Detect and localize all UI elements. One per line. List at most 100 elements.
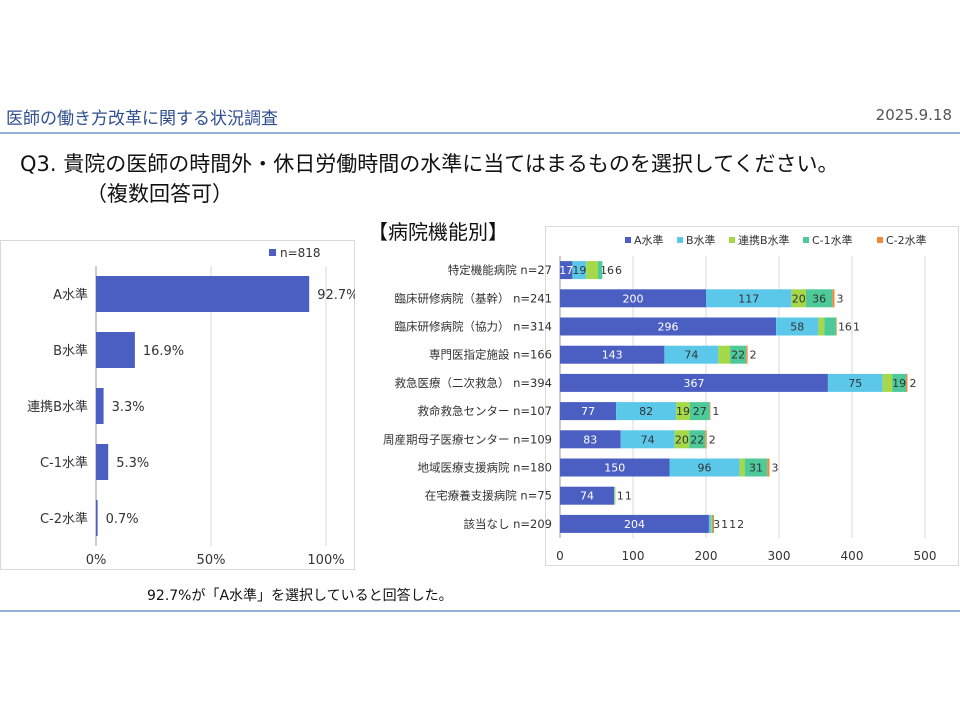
legend-swatch	[803, 237, 809, 243]
report-date: 2025.9.18	[875, 106, 952, 124]
stacked-segment	[712, 514, 715, 533]
segment-label: 58	[790, 321, 804, 334]
x-tick-label: 100	[622, 549, 645, 563]
category-label: B水準	[53, 343, 88, 359]
segment-label: 19	[892, 377, 906, 390]
data-label: 5.3%	[116, 456, 149, 471]
stacked-segment	[560, 402, 617, 421]
segment-label: 96	[698, 462, 712, 475]
segment-label: 1	[625, 490, 632, 503]
stacked-segment	[708, 514, 712, 533]
category-label: 周産期母子医療センター n=109	[383, 432, 552, 446]
segment-label: 19	[572, 264, 586, 277]
category-label: 臨床研修病院（基幹） n=241	[394, 291, 552, 305]
stacked-segment	[739, 458, 745, 477]
segment-label: 77	[581, 405, 595, 418]
segment-label: 150	[604, 462, 625, 475]
legend-swatch	[877, 237, 883, 243]
segment-label: 20	[792, 292, 806, 305]
stacked-segment	[560, 458, 670, 477]
stacked-segment	[827, 373, 883, 392]
x-tick-label: 200	[695, 549, 718, 563]
stacked-segment	[718, 345, 731, 364]
legend-label: A水準	[634, 233, 664, 247]
segment-label: 1	[617, 490, 624, 503]
data-label: 3.3%	[112, 400, 145, 415]
stacked-segment	[560, 261, 573, 280]
stacked-segment	[614, 486, 616, 505]
segment-label: 296	[658, 321, 679, 334]
legend-swatch	[625, 237, 631, 243]
segment-label: 22	[731, 349, 745, 362]
segment-label: 2	[709, 433, 716, 446]
stacked-segment	[560, 373, 828, 392]
data-label: 16.9%	[143, 344, 184, 359]
stacked-segment	[791, 289, 807, 308]
segment-label: 17	[559, 264, 573, 277]
segment-label: 74	[580, 490, 594, 503]
stacked-segment	[614, 486, 615, 505]
stacked-segment	[560, 430, 621, 449]
segment-label: 204	[624, 518, 645, 531]
stacked-segment	[560, 345, 665, 364]
category-label: 該当なし n=209	[463, 517, 552, 531]
stacked-bar-chart: A水準 B水準 連携B水準 C-1水準 C-2水準 0 100 200 300 400 500 特定機…	[383, 226, 959, 566]
segment-label: 16	[838, 321, 852, 334]
legend-label: n=818	[280, 246, 321, 260]
segment-label: 82	[639, 405, 653, 418]
stacked-segment	[711, 514, 713, 533]
segment-label: 75	[848, 377, 862, 390]
segment-label: 20	[675, 433, 689, 446]
segment-label: 6	[615, 264, 622, 277]
segment-label: 1	[721, 518, 728, 531]
x-tick-label: 0%	[86, 553, 107, 568]
segment-label: 117	[738, 292, 759, 305]
segment-label: 200	[623, 292, 644, 305]
stacked-segment	[586, 261, 598, 280]
stacked-segment	[616, 402, 677, 421]
stacked-segment	[767, 458, 770, 477]
legend-label: B水準	[686, 233, 716, 247]
segment-label: 74	[684, 349, 698, 362]
stacked-segment	[560, 514, 709, 533]
stacked-segment	[744, 458, 768, 477]
chart-border	[545, 226, 959, 566]
segment-label: 31	[749, 462, 763, 475]
stacked-segment	[560, 317, 777, 336]
footer-divider	[0, 610, 960, 612]
x-tick-label: 400	[841, 549, 864, 563]
stacked-segment	[705, 430, 707, 449]
category-label: 地域医療支援病院 n=180	[417, 461, 552, 475]
stacked-segment	[776, 317, 819, 336]
x-tick-label: 100%	[307, 553, 344, 568]
stacked-segment	[689, 402, 710, 421]
summary-note: 92.7%が「A水準」を選択していると回答した。	[147, 588, 453, 604]
stacked-segment	[709, 402, 711, 421]
category-label: 救急医療（二次救急） n=394	[394, 376, 552, 390]
stacked-segment	[620, 430, 675, 449]
legend-label: 連携B水準	[738, 233, 790, 247]
category-label: 救命救急センター n=107	[417, 404, 552, 418]
chart-subtitle: 【病院機能別】	[368, 220, 508, 244]
segment-label: 2	[750, 349, 757, 362]
segment-label: 27	[693, 405, 707, 418]
segment-label: 1	[853, 321, 860, 334]
category-label: C-1水準	[40, 455, 88, 471]
overall-bar-chart: 0% 50% 100% n=818 A水準 92.7% B水準 16.9% 連携B水準 3.3% C…	[0, 240, 359, 570]
segment-label: 2	[737, 518, 744, 531]
stacked-segment	[806, 289, 833, 308]
question-text: Q3. 貴院の医師の時間外・休日労働時間の水準に当てはまるものを選択してください…	[20, 152, 839, 176]
segment-label: 143	[602, 349, 623, 362]
category-label: A水準	[53, 287, 88, 303]
data-label: 0.7%	[106, 512, 139, 527]
segment-label: 1	[729, 518, 736, 531]
overall-chart: 0% 50% 100% n=818 A水準 92.7% B水準 16.9% 連携B水準 3.3% C…	[0, 240, 359, 570]
segment-label: 16	[600, 264, 614, 277]
bar	[96, 332, 135, 368]
x-tick-label: 50%	[197, 553, 226, 568]
category-label: 特定機能病院 n=27	[448, 263, 552, 277]
segment-label: 19	[676, 405, 690, 418]
segment-label: 3	[713, 518, 720, 531]
stacked-segment	[746, 345, 748, 364]
stacked-segment	[676, 402, 690, 421]
